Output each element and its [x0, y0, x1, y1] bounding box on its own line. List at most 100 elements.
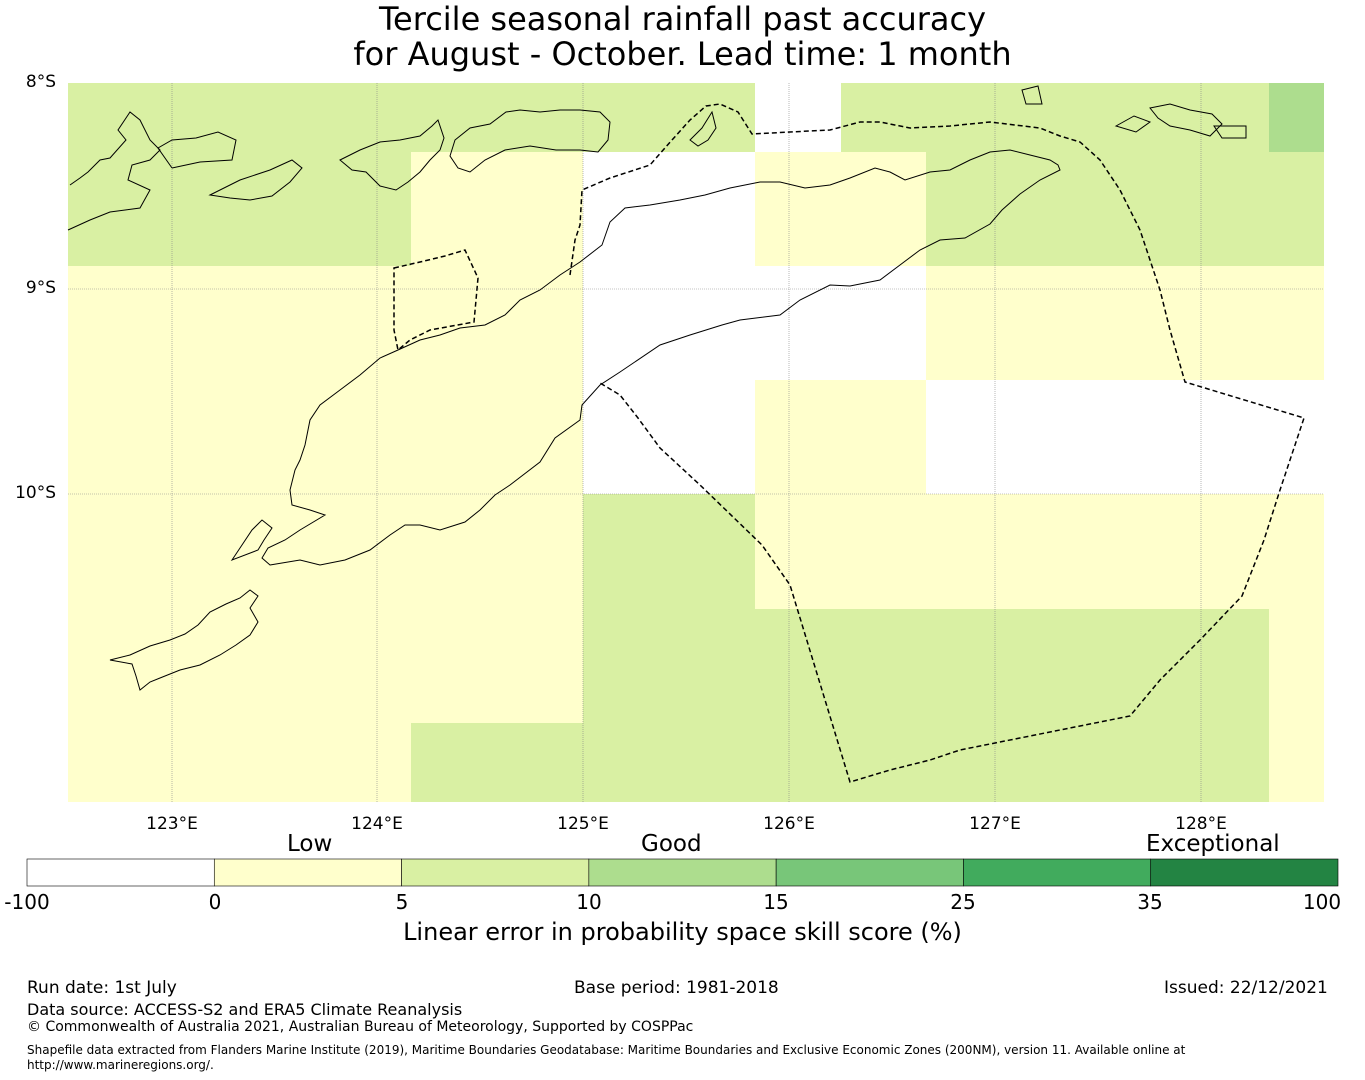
grid-cell [755, 723, 841, 802]
shapefile-credit-line1: Shapefile data extracted from Flanders M… [27, 1043, 1186, 1057]
coastlines [67, 85, 1247, 691]
grid-cell [841, 723, 926, 802]
grid-cell [1098, 152, 1269, 266]
grid-cell [583, 152, 669, 266]
grid-cell [669, 723, 755, 802]
grid-cell [1098, 723, 1269, 802]
colorbar-tick-2: 5 [395, 890, 409, 914]
coastline-flores [67, 111, 161, 231]
lat-label-9s: 9°S [25, 278, 56, 298]
category-exceptional: Exceptional [1146, 831, 1280, 857]
grid-cell [68, 380, 240, 494]
grid-cell [1012, 83, 1098, 152]
grid-cell [1269, 152, 1324, 266]
grid-cell [1012, 152, 1098, 266]
grid-cell [1269, 380, 1324, 494]
grid-cell [68, 266, 240, 380]
grid-cell [240, 266, 411, 380]
colorbar-tick-5: 25 [950, 890, 976, 914]
grid-cell [1098, 83, 1269, 152]
colorbar-tick-1: 0 [208, 890, 222, 914]
grid-cell [755, 380, 841, 494]
lon-label-124e: 124°E [351, 814, 403, 834]
grid-cell [583, 609, 669, 723]
grid-cell [1098, 266, 1269, 380]
grid-cell [841, 266, 926, 380]
coastline-flores-east [157, 131, 303, 201]
grid-cell [1098, 380, 1269, 494]
grid-cell [755, 83, 841, 152]
grid-cell [240, 152, 411, 266]
grid-cell [68, 152, 240, 266]
skill-grid [68, 83, 1324, 802]
grid-cell [1269, 723, 1324, 802]
grid-cell [68, 609, 240, 723]
grid-cell [411, 380, 497, 494]
coastline-timor-north [261, 149, 1061, 566]
grid-cell [841, 152, 926, 266]
grid-cell [583, 380, 669, 494]
grid-cell [755, 266, 841, 380]
grid-cell [926, 609, 1012, 723]
lat-label-8s: 8°S [25, 72, 56, 92]
grid-cell [583, 266, 669, 380]
grid-cell [411, 609, 497, 723]
coastline-lakor [1213, 125, 1247, 139]
grid-cell [669, 266, 755, 380]
grid-cell [497, 380, 583, 494]
eez-boundary [393, 103, 1305, 783]
grid-cell [669, 609, 755, 723]
grid-cell [1012, 723, 1098, 802]
grid-cell [841, 494, 926, 609]
grid-cell [411, 152, 497, 266]
run-date: Run date: 1st July [27, 978, 177, 998]
chart-title-line2: for August - October. Lead time: 1 month [353, 35, 1012, 73]
grid-cell [411, 266, 497, 380]
grid-cell [583, 83, 669, 152]
grid-cell [411, 494, 497, 609]
colorbar-tick-6: 35 [1137, 890, 1163, 914]
grid-cell [240, 723, 411, 802]
grid-cell [1269, 266, 1324, 380]
coastline-leti [1149, 103, 1223, 137]
grid-cell [669, 152, 755, 266]
grid-cell [68, 723, 240, 802]
coastline-alor [339, 119, 445, 191]
grid-cell [1269, 494, 1324, 609]
grid-cell [1269, 609, 1324, 723]
coastline-wetar-west [449, 109, 611, 173]
graticule [68, 83, 1324, 802]
eez-oecusse [393, 249, 479, 352]
lat-label-10s: 10°S [15, 483, 56, 503]
grid-cell [926, 380, 1012, 494]
grid-cell [926, 494, 1012, 609]
grid-cell [1012, 266, 1098, 380]
grid-cell [1012, 609, 1098, 723]
colorbar-tick-0: -100 [4, 890, 50, 914]
grid-cell [411, 723, 497, 802]
shapefile-credit-line2: http://www.marineregions.org/. [27, 1058, 214, 1072]
grid-cell [497, 609, 583, 723]
grid-cell [926, 266, 1012, 380]
grid-cell [1012, 494, 1098, 609]
eez-timor-leste-main [569, 103, 1305, 783]
grid-cell [755, 609, 841, 723]
coastline-atauro [689, 110, 717, 147]
grid-cell [926, 152, 1012, 266]
grid-cell [240, 609, 411, 723]
grid-cell [68, 494, 240, 609]
grid-cell [755, 494, 841, 609]
grid-cell [926, 723, 1012, 802]
grid-cell [669, 380, 755, 494]
grid-cell [240, 380, 411, 494]
grid-cell [1269, 83, 1324, 152]
grid-cell [68, 83, 240, 152]
colorbar-tick-3: 10 [576, 890, 602, 914]
grid-cell [497, 494, 583, 609]
coastline-kisar [1021, 85, 1043, 105]
grid-cell [497, 266, 583, 380]
grid-cell [240, 83, 411, 152]
coastline-moa [1114, 115, 1152, 133]
grid-cell [583, 494, 669, 609]
